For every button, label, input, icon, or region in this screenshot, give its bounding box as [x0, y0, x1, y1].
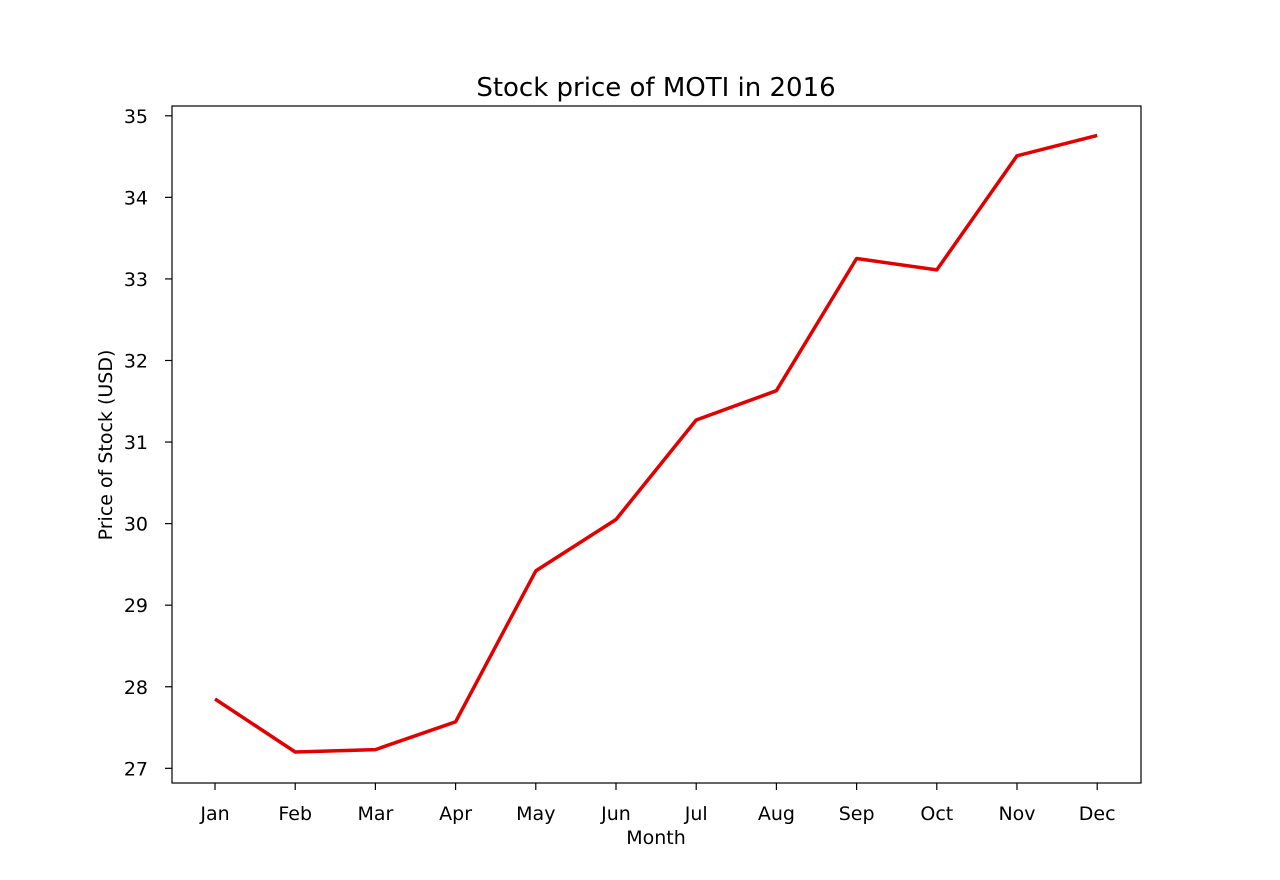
x-tick-label: Oct: [920, 803, 953, 825]
x-axis: Jan Feb Mar Apr May Jun Jul Aug Sep Oct Nov Dec: [199, 783, 1116, 825]
y-tick-label: 28: [124, 677, 148, 699]
y-tick-label: 31: [124, 432, 148, 454]
chart-title: Stock price of MOTI in 2016: [476, 73, 835, 103]
y-tick-label: 35: [124, 106, 148, 128]
y-tick-label: 34: [124, 187, 148, 209]
x-tick-label: Mar: [357, 803, 393, 825]
y-tick-label: 27: [124, 758, 148, 780]
x-tick-label: Feb: [278, 803, 312, 825]
x-tick-label: Sep: [839, 803, 875, 825]
series-line: [214, 133, 1098, 754]
x-tick-label: May: [516, 803, 555, 825]
y-tick-label: 30: [124, 514, 148, 536]
x-tick-label: Jun: [600, 803, 631, 825]
x-tick-label: Jul: [684, 803, 708, 825]
plot-area: [171, 105, 1142, 784]
x-tick-label: Dec: [1079, 803, 1116, 825]
x-tick-label: Jan: [199, 803, 229, 825]
y-tick-label: 32: [124, 350, 148, 372]
x-axis-label: Month: [626, 827, 686, 849]
x-tick-label: Aug: [758, 803, 795, 825]
y-axis-label: Price of Stock (USD): [95, 350, 117, 541]
y-axis: 27 28 29 30 31 32 33 34 35: [124, 106, 172, 780]
y-tick-label: 29: [124, 595, 148, 617]
x-tick-label: Nov: [998, 803, 1035, 825]
y-tick-label: 33: [124, 269, 148, 291]
x-tick-label: Apr: [439, 803, 472, 825]
